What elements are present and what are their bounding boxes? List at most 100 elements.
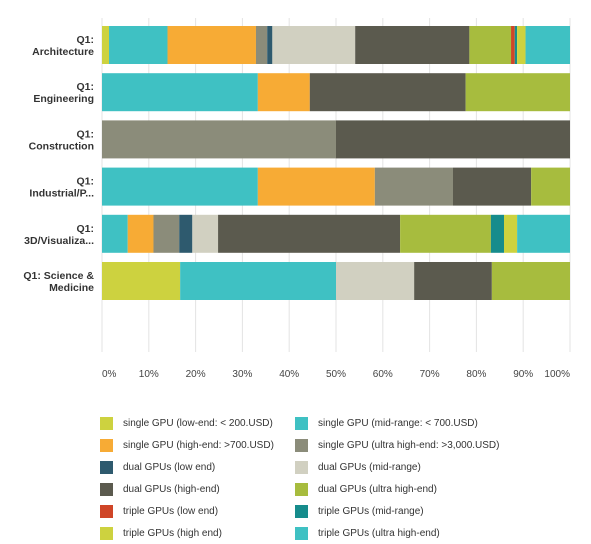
legend-row: triple GPUs (low end) triple GPUs (mid-ra…: [100, 500, 580, 522]
bar-segment: [257, 73, 310, 112]
bar-segment: [490, 214, 505, 253]
bar-segment: [514, 26, 518, 64]
bar-segment: [469, 26, 512, 64]
legend-row: single GPU (low-end: < 200.USD) single GP…: [100, 412, 580, 434]
bar-segment: [102, 120, 336, 159]
category-label: Engineering: [33, 93, 94, 105]
category-label: Q1:: [76, 34, 94, 46]
stacked-bar-chart: Q1:ArchitectureQ1:EngineeringQ1:Construc…: [23, 18, 571, 380]
legend-item: dual GPUs (ultra high-end): [295, 482, 545, 496]
bar-segment: [453, 167, 532, 206]
legend-label: dual GPUs (mid-range): [318, 461, 421, 473]
bar-segment: [517, 214, 570, 253]
bar-segment: [167, 26, 256, 64]
legend-swatch: [295, 438, 308, 452]
bar-segment: [525, 26, 570, 64]
legend-label: single GPU (low-end: < 200.USD): [123, 417, 273, 429]
bar-segment: [465, 73, 570, 112]
legend-label: triple GPUs (ultra high-end): [318, 527, 440, 539]
legend-row: triple GPUs (high end) triple GPUs (ultra…: [100, 522, 580, 544]
legend-label: triple GPUs (mid-range): [318, 505, 424, 517]
bar-segment: [102, 167, 258, 206]
bar-segment: [257, 167, 375, 206]
legend-label: dual GPUs (high-end): [123, 483, 220, 495]
legend-swatch: [100, 504, 113, 518]
legend-row: single GPU (high-end: >700.USD) single GP…: [100, 434, 580, 456]
legend-swatch: [100, 416, 113, 430]
legend-swatch: [100, 526, 113, 540]
category-label: Q1: Science &: [23, 270, 94, 282]
legend-item: single GPU (ultra high-end: >3,000.USD): [295, 438, 545, 452]
legend-swatch: [295, 504, 308, 518]
legend-swatch: [295, 482, 308, 496]
legend-item: dual GPUs (low end): [100, 460, 295, 474]
legend-swatch: [100, 438, 113, 452]
x-tick-label: 90%: [513, 369, 533, 380]
category-label: Q1:: [76, 176, 94, 188]
legend-item: triple GPUs (mid-range): [295, 504, 545, 518]
category-label: Q1:: [76, 128, 94, 140]
bar-segment: [267, 26, 273, 64]
bar-segment: [192, 214, 219, 253]
bar-segment: [180, 262, 336, 300]
legend-item: single GPU (low-end: < 200.USD): [100, 416, 295, 430]
legend-item: dual GPUs (high-end): [100, 482, 295, 496]
legend-item: single GPU (high-end: >700.USD): [100, 438, 295, 452]
bar-segment: [102, 73, 258, 112]
legend-item: single GPU (mid-range: < 700.USD): [295, 416, 545, 430]
legend-swatch: [100, 482, 113, 496]
bar-segment: [504, 214, 518, 253]
bar-segment: [218, 214, 401, 253]
bar-segment: [414, 262, 492, 300]
legend-swatch: [295, 526, 308, 540]
bar-segment: [491, 262, 570, 300]
bar-segment: [102, 26, 110, 64]
legend-label: dual GPUs (low end): [123, 461, 216, 473]
category-label: Architecture: [32, 46, 94, 58]
bar-segment: [336, 120, 570, 159]
x-tick-label: 70%: [420, 369, 440, 380]
x-tick-label: 50%: [326, 369, 346, 380]
category-label: Industrial/P...: [29, 188, 94, 200]
x-tick-label: 100%: [544, 369, 570, 380]
bar-segment: [255, 26, 268, 64]
legend-label: dual GPUs (ultra high-end): [318, 483, 437, 495]
legend-label: single GPU (mid-range: < 700.USD): [318, 417, 478, 429]
legend-swatch: [100, 460, 113, 474]
legend-item: triple GPUs (high end): [100, 526, 295, 540]
category-label: Medicine: [49, 282, 94, 294]
bar-segment: [127, 214, 154, 253]
bar-segment: [109, 26, 168, 64]
bar-segment: [102, 262, 181, 300]
legend-label: single GPU (high-end: >700.USD): [123, 439, 274, 451]
x-tick-label: 0%: [102, 369, 117, 380]
bar-segment: [374, 167, 453, 206]
legend-row: dual GPUs (low end) dual GPUs (mid-range): [100, 456, 580, 478]
legend-swatch: [295, 416, 308, 430]
legend-swatch: [295, 460, 308, 474]
bar-segment: [517, 26, 526, 64]
x-tick-label: 10%: [139, 369, 159, 380]
legend-label: single GPU (ultra high-end: >3,000.USD): [318, 439, 500, 451]
legend: single GPU (low-end: < 200.USD) single GP…: [100, 412, 580, 544]
bar-segment: [531, 167, 570, 206]
bar-segment: [102, 214, 128, 253]
legend-label: triple GPUs (high end): [123, 527, 222, 539]
bar-segment: [179, 214, 193, 253]
x-tick-label: 40%: [279, 369, 299, 380]
x-tick-label: 30%: [232, 369, 252, 380]
legend-item: triple GPUs (low end): [100, 504, 295, 518]
bar-segment: [153, 214, 180, 253]
bar-segment: [309, 73, 466, 112]
category-label: Q1:: [76, 81, 94, 93]
x-tick-label: 20%: [186, 369, 206, 380]
bar-segment: [272, 26, 356, 64]
bar-segment: [511, 26, 515, 64]
legend-row: dual GPUs (high-end) dual GPUs (ultra hig…: [100, 478, 580, 500]
bar-segments: [102, 26, 570, 300]
category-label: Q1:: [76, 223, 94, 235]
legend-label: triple GPUs (low end): [123, 505, 219, 517]
legend-item: dual GPUs (mid-range): [295, 460, 545, 474]
bar-segment: [336, 262, 415, 300]
x-tick-label: 80%: [466, 369, 486, 380]
